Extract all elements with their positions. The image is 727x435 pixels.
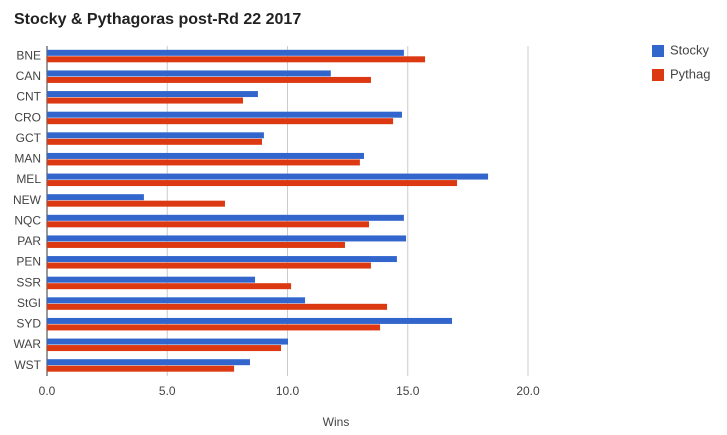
bar [47, 97, 244, 104]
x-tick-label: 20.0 [516, 384, 540, 398]
y-tick-label: PEN [16, 255, 41, 269]
y-tick-label: CAN [16, 69, 41, 83]
bar [47, 303, 388, 310]
legend-label: Stocky [670, 42, 710, 57]
bar [47, 297, 306, 304]
y-tick-label: CNT [16, 90, 41, 104]
bar [47, 262, 371, 269]
y-tick-label: CRO [14, 110, 41, 124]
chart-title: Stocky & Pythagoras post-Rd 22 2017 [14, 11, 301, 28]
y-tick-label: PAR [17, 234, 41, 248]
bar [47, 365, 235, 372]
bar [47, 152, 364, 159]
bar [47, 180, 458, 187]
x-tick-label: 10.0 [276, 384, 300, 398]
bar [47, 324, 381, 331]
bar [47, 91, 258, 98]
x-tick-label: 5.0 [159, 384, 176, 398]
y-tick-label: NEW [13, 193, 42, 207]
bar [47, 138, 263, 145]
bar [47, 70, 331, 77]
legend-swatch [652, 45, 664, 57]
y-tick-label: SYD [16, 317, 41, 331]
x-axis-label: Wins [323, 415, 350, 429]
y-tick-label: NQC [14, 213, 41, 227]
y-tick-label: StGI [17, 296, 41, 310]
y-tick-label: BNE [16, 48, 41, 62]
bar [47, 49, 404, 56]
y-tick-label: WAR [13, 337, 41, 351]
bar [47, 118, 394, 125]
y-tick-label: GCT [16, 131, 42, 145]
bar [47, 194, 144, 201]
bar [47, 56, 426, 63]
legend-swatch [652, 69, 664, 81]
bar [47, 241, 345, 248]
bar [47, 345, 282, 352]
y-tick-label: MEL [16, 172, 41, 186]
x-tick-label: 15.0 [396, 384, 420, 398]
bar [47, 256, 397, 263]
bar [47, 200, 225, 207]
legend-label: Pythag [670, 66, 710, 81]
bar [47, 159, 360, 166]
bar [47, 283, 292, 290]
bar [47, 235, 407, 242]
bar [47, 214, 404, 221]
bar [47, 76, 371, 83]
bar [47, 317, 453, 324]
bar [47, 173, 489, 180]
bar [47, 359, 250, 366]
y-tick-label: WST [14, 358, 41, 372]
x-tick-label: 0.0 [39, 384, 56, 398]
y-tick-label: MAN [14, 152, 41, 166]
bar [47, 132, 264, 139]
y-tick-label: SSR [16, 275, 41, 289]
bar [47, 338, 288, 345]
bar [47, 221, 370, 228]
bar [47, 276, 256, 283]
bar [47, 111, 402, 118]
